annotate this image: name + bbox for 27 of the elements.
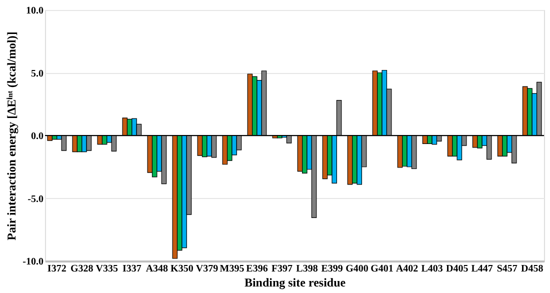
x-tick-label: G401 [370, 264, 394, 274]
y-tick-label: 10.0 [26, 6, 44, 16]
x-tick-label: G400 [346, 264, 368, 274]
x-tick-label: A402 [396, 264, 418, 274]
x-tick-label: G328 [70, 264, 94, 274]
x-tick-label: M395 [220, 264, 244, 274]
x-tick-label: F397 [271, 264, 293, 274]
x-tick-label: D458 [521, 264, 544, 274]
x-tick-label: D405 [446, 264, 468, 274]
x-tick-label: S457 [496, 264, 518, 274]
y-tick-label: -10.0 [22, 256, 44, 268]
x-tick-label: L398 [296, 264, 318, 274]
x-tick-label: A348 [146, 264, 168, 274]
y-tick-label: -5.0 [28, 194, 44, 205]
x-tick-label: I372 [47, 264, 66, 274]
y-tick-label: 5.0 [31, 68, 44, 80]
x-tick-label: L447 [471, 264, 493, 274]
x-tick-label: L403 [421, 264, 443, 274]
x-tick-label: E399 [321, 264, 343, 274]
x-tick-label: V335 [96, 264, 118, 274]
x-axis-title: Binding site residue [244, 276, 346, 290]
y-tick-label: 0.0 [31, 131, 44, 142]
x-tick-label: K350 [170, 264, 194, 274]
x-tick-label: I337 [122, 264, 142, 274]
x-tick-label: V379 [196, 264, 218, 274]
y-axis-title: Pair interaction energy [ΔEⁱⁿᵗ (kcal/mol)] [4, 32, 19, 240]
x-tick-label: E396 [246, 264, 268, 274]
